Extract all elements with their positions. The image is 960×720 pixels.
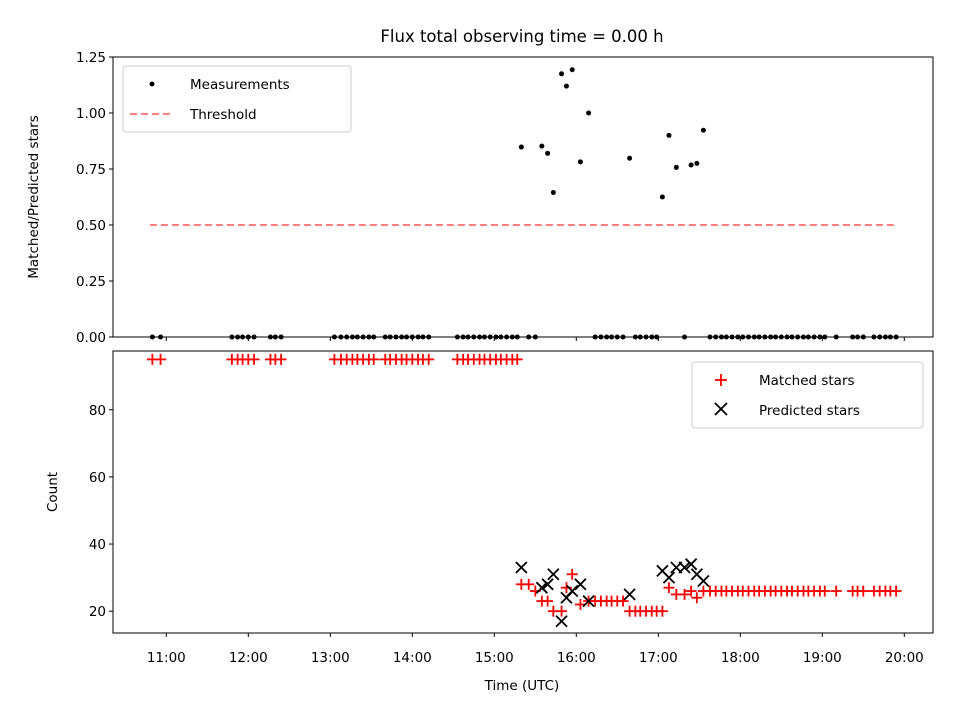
- top-y-tick-label: 1.25: [76, 50, 106, 66]
- measurement-point: [688, 162, 694, 168]
- bottom-plot-area: [146, 353, 902, 628]
- measurement-point: [666, 132, 672, 138]
- x-tick-label: 13:00: [311, 650, 350, 666]
- top-y-tick-label: 1.00: [76, 106, 106, 122]
- predicted-star-point: [697, 574, 710, 588]
- top-y-ticks: 0.00 0.25 0.50 0.75 1.00 1.25: [76, 50, 113, 346]
- legend-predicted-label: Predicted stars: [759, 403, 860, 419]
- top-y-tick-label: 0.75: [76, 162, 106, 178]
- measurement-point: [563, 83, 569, 89]
- predicted-star-point: [574, 578, 587, 591]
- predicted-star-point: [547, 568, 560, 581]
- predicted-star-point: [555, 615, 568, 628]
- measurement-point: [569, 67, 575, 73]
- matched-star-point: [656, 605, 668, 617]
- top-x-ticks: [165, 337, 905, 341]
- x-tick-label: 12:00: [229, 650, 268, 666]
- matched-star-point: [566, 568, 578, 580]
- matched-star-point: [819, 585, 831, 597]
- matched-star-point: [685, 585, 697, 597]
- predicted-star-point: [582, 594, 595, 608]
- bottom-axes-frame: [112, 350, 934, 634]
- top-y-tick-label: 0.50: [76, 218, 106, 234]
- bottom-y-tick-label: 60: [89, 470, 106, 486]
- matched-star-point: [542, 595, 554, 607]
- matched-star-point: [423, 353, 435, 365]
- bottom-legend: Matched stars Predicted stars: [691, 361, 924, 429]
- matched-star-point: [248, 353, 260, 365]
- x-tick-label: 15:00: [475, 650, 514, 666]
- predicted-star-point: [541, 578, 554, 591]
- x-tick-label: 14:00: [393, 650, 432, 666]
- top-legend: Measurements Threshold: [122, 65, 352, 133]
- x-tick-label: 19:00: [803, 650, 842, 666]
- matched-star-point: [368, 353, 380, 365]
- measurement-point: [550, 190, 556, 196]
- matched-star-point: [560, 582, 572, 594]
- measurement-point: [559, 71, 565, 77]
- measurement-point: [700, 127, 706, 133]
- bottom-panel: Count Time (UTC) 20 40 60 80 11:00 12:00 13:0…: [45, 350, 934, 694]
- measurement-point: [539, 143, 545, 149]
- predicted-star-point: [623, 588, 636, 601]
- measurement-point: [545, 150, 551, 156]
- measurement-point: [694, 160, 700, 166]
- predicted-star-point: [566, 584, 579, 598]
- x-tick-label: 17:00: [639, 650, 678, 666]
- measurement-point: [673, 164, 679, 170]
- matched-star-point: [890, 585, 902, 597]
- predicted-star-point: [515, 561, 528, 574]
- x-axis-label: Time (UTC): [484, 678, 560, 694]
- predicted-star-point: [535, 581, 548, 594]
- matched-star-point: [155, 353, 167, 365]
- predicted-star-point: [678, 561, 691, 574]
- bottom-y-tick-label: 20: [89, 604, 106, 620]
- bottom-y-tick-label: 80: [89, 403, 106, 419]
- x-tick-label: 20:00: [885, 650, 924, 666]
- x-tick-label: 16:00: [557, 650, 596, 666]
- top-axes-frame: [112, 56, 934, 338]
- matched-star-point: [857, 585, 869, 597]
- matched-star-point: [663, 582, 675, 594]
- matched-star-point: [275, 353, 287, 365]
- legend-measurements-marker: [149, 81, 155, 87]
- measurement-point: [577, 159, 583, 165]
- bottom-y-tick-label: 40: [89, 537, 106, 553]
- matched-star-point: [511, 353, 523, 365]
- measurement-point: [659, 194, 665, 200]
- bottom-y-ticks: 20 40 60 80: [89, 403, 113, 620]
- measurement-point: [518, 144, 524, 150]
- predicted-star-point: [684, 558, 698, 571]
- legend-predicted-marker: [714, 402, 728, 416]
- top-y-tick-label: 0.25: [76, 274, 106, 290]
- matched-star-point: [523, 578, 535, 590]
- matched-star-point: [691, 592, 703, 604]
- top-y-axis-label: Matched/Predicted stars: [26, 115, 42, 278]
- matched-star-point: [830, 585, 842, 597]
- top-panel: Flux total observing time = 0.00 h Match…: [26, 27, 934, 346]
- legend-matched-marker: [715, 374, 727, 386]
- measurement-point: [586, 110, 592, 116]
- chart-title: Flux total observing time = 0.00 h: [380, 27, 663, 46]
- matched-star-point: [617, 595, 629, 607]
- legend-measurements-label: Measurements: [190, 77, 290, 93]
- matched-star-point: [679, 588, 691, 600]
- x-tick-label: 18:00: [721, 650, 760, 666]
- x-tick-label: 11:00: [147, 650, 186, 666]
- top-y-tick-label: 0.00: [76, 330, 106, 346]
- measurement-point: [627, 155, 633, 161]
- bottom-y-axis-label: Count: [45, 472, 61, 512]
- matched-star-point: [556, 605, 568, 617]
- legend-matched-label: Matched stars: [759, 373, 855, 389]
- legend-threshold-label: Threshold: [189, 107, 257, 123]
- predicted-star-point: [662, 571, 676, 584]
- bottom-x-ticks: 11:00 12:00 13:00 14:00 15:00 16:00 17:00 18:00…: [147, 633, 924, 666]
